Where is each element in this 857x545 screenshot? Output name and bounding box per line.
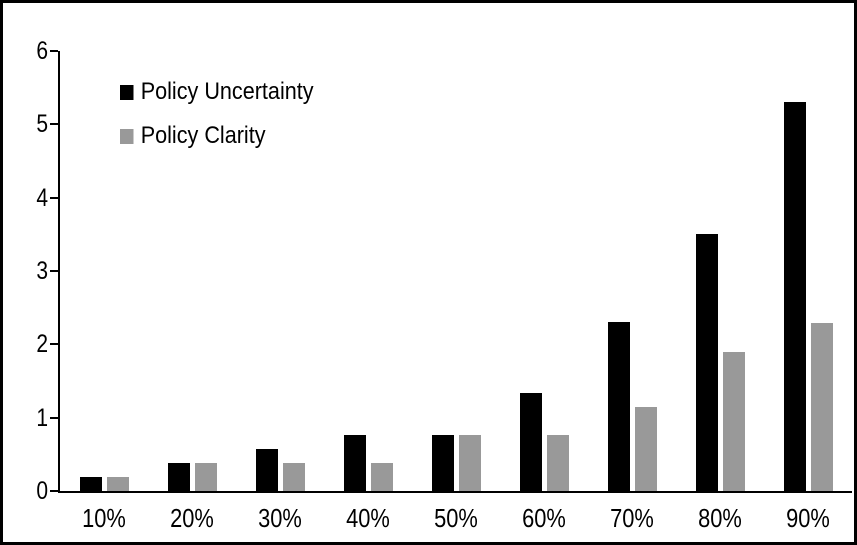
legend-swatch-policy-uncertainty-icon: [120, 84, 134, 100]
bar-policy-clarity: [282, 463, 305, 491]
bar-policy-clarity: [106, 477, 129, 491]
bar-policy-uncertainty: [79, 477, 102, 491]
plot-area: 0 1 2 3 4 5 6 10% 20% 30% 40% 50% 60% 70% 80% 90%: [36, 37, 852, 533]
y-axis-label: 6: [36, 37, 48, 65]
y-axis-label: 4: [36, 183, 48, 212]
y-axis-tick: [50, 123, 58, 126]
bar-policy-clarity: [810, 323, 833, 491]
y-axis-tick: [50, 50, 58, 52]
y-axis-tick: [50, 490, 58, 492]
y-axis-label: 5: [36, 110, 48, 139]
bar-group: [676, 234, 764, 491]
bar-group: [588, 322, 676, 491]
y-axis-label: 3: [36, 257, 48, 285]
bar-policy-clarity: [722, 352, 745, 491]
bar-policy-clarity: [458, 435, 481, 491]
bar-policy-uncertainty: [607, 322, 630, 491]
legend-label-policy-uncertainty: Policy Uncertainty: [140, 78, 314, 105]
bar-group: [324, 435, 412, 491]
x-axis-label: 20%: [170, 503, 214, 533]
x-axis-label: 40%: [346, 503, 390, 533]
legend-swatch-policy-clarity-icon: [120, 128, 134, 144]
bar-policy-uncertainty: [343, 435, 366, 491]
x-axis-label: 80%: [698, 503, 742, 533]
bar-group: [60, 477, 148, 491]
bar-group: [148, 463, 236, 491]
legend-item-policy-clarity: Policy Clarity: [120, 123, 314, 149]
bar-policy-clarity: [194, 463, 217, 491]
bar-policy-clarity: [546, 435, 569, 491]
bar-policy-uncertainty: [431, 435, 454, 491]
bar-group: [236, 449, 324, 491]
y-axis-label: 2: [36, 330, 48, 359]
x-axis-label: 10%: [82, 503, 126, 533]
bar-policy-uncertainty: [255, 449, 278, 491]
legend-label-policy-clarity: Policy Clarity: [140, 122, 266, 149]
legend: Policy Uncertainty Policy Clarity: [120, 79, 335, 149]
x-axis-label: 70%: [610, 503, 654, 533]
y-axis-label: 1: [36, 403, 48, 432]
bar-policy-uncertainty: [519, 393, 542, 491]
bar-policy-clarity: [634, 407, 657, 491]
x-axis-label: 60%: [522, 503, 566, 533]
bar-policy-uncertainty: [695, 234, 718, 491]
bar-group: [764, 102, 852, 491]
x-axis-label: 50%: [434, 503, 478, 533]
bar-policy-uncertainty: [783, 102, 806, 491]
y-axis-tick: [50, 416, 58, 419]
x-axis-label: 90%: [786, 503, 830, 533]
bar-policy-clarity: [370, 463, 393, 491]
y-axis-tick: [50, 343, 58, 346]
bar-group: [412, 435, 500, 491]
y-axis-tick: [50, 196, 58, 199]
bar-group: [500, 393, 588, 491]
legend-item-policy-uncertainty: Policy Uncertainty: [120, 79, 314, 105]
x-axis-label: 30%: [258, 503, 302, 533]
y-axis-label: 0: [36, 477, 48, 505]
bar-policy-uncertainty: [167, 463, 190, 491]
y-axis-tick: [50, 270, 58, 272]
